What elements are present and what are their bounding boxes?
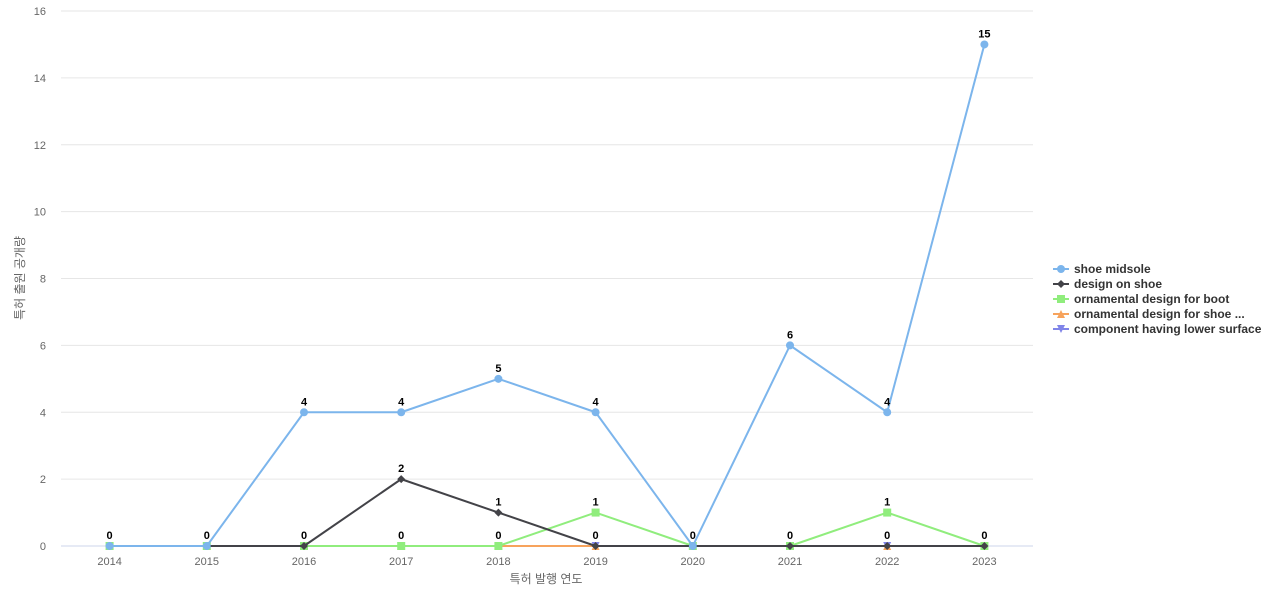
y-tick-label: 6 [40, 340, 46, 352]
data-point [980, 542, 989, 550]
legend-item: component having lower surface [1053, 322, 1262, 336]
y-tick-label: 4 [40, 407, 46, 419]
x-tick-label: 2014 [97, 556, 121, 568]
data-label: 0 [495, 530, 501, 542]
y-tick-label: 8 [40, 274, 46, 286]
data-point [883, 408, 892, 417]
series-shoe-midsole [105, 40, 989, 550]
grid [61, 10, 1033, 547]
data-label: 6 [787, 329, 793, 341]
data-point [202, 542, 211, 550]
data-point [883, 542, 892, 550]
data-point [300, 408, 308, 417]
data-label: 0 [690, 530, 696, 542]
y-tick-label: 16 [34, 6, 46, 18]
data-point [494, 508, 503, 517]
data-point [591, 508, 600, 517]
data-label: 0 [593, 530, 599, 542]
x-tick-label: 2021 [778, 556, 802, 568]
data-label: 0 [204, 530, 210, 542]
legend-marker [1057, 325, 1065, 333]
data-point [494, 374, 503, 383]
y-axis-title: 특허 출원 공개량 [13, 236, 27, 320]
legend-marker [1057, 295, 1065, 303]
data-point [786, 542, 794, 550]
data-label: 0 [301, 530, 307, 542]
data-label: 1 [884, 497, 890, 509]
data-label: 1 [495, 497, 501, 509]
y-tick-label: 10 [34, 207, 46, 219]
x-axis-ticks: 2014 2015 2016 2017 2018 2019 2020 2021 2022 2023 [97, 556, 996, 568]
data-label: 2 [398, 463, 404, 475]
legend-item: ornamental design for shoe ... [1053, 307, 1245, 321]
data-label: 1 [593, 497, 599, 509]
legend-label: ornamental design for boot [1074, 292, 1229, 306]
data-point [397, 475, 406, 484]
y-axis-ticks: 0 2 4 6 8 10 12 14 16 [34, 6, 46, 553]
y-tick-label: 12 [34, 140, 46, 152]
legend-marker [1057, 280, 1065, 288]
data-point [494, 542, 503, 550]
legend-item: shoe midsole [1053, 262, 1151, 276]
data-label: 4 [593, 396, 600, 408]
data-label: 4 [398, 396, 405, 408]
legend-item: ornamental design for boot [1053, 292, 1229, 306]
legend-label: component having lower surface [1074, 322, 1262, 336]
legend-label: design on shoe [1074, 277, 1162, 291]
legend-label: ornamental design for shoe ... [1074, 307, 1245, 321]
legend-label: shoe midsole [1074, 262, 1151, 276]
y-tick-label: 2 [40, 474, 46, 486]
y-tick-label: 14 [34, 73, 46, 85]
data-point [591, 542, 600, 550]
x-tick-label: 2018 [486, 556, 510, 568]
legend-marker [1057, 310, 1065, 318]
series-design-on-shoe [105, 475, 989, 550]
series-group [105, 40, 989, 550]
data-point [300, 542, 308, 550]
data-label: 0 [107, 530, 113, 542]
data-label: 0 [787, 530, 793, 542]
x-tick-label: 2022 [875, 556, 899, 568]
data-point [397, 408, 406, 417]
data-point [591, 408, 600, 417]
x-tick-label: 2020 [681, 556, 705, 568]
x-tick-label: 2016 [292, 556, 316, 568]
series-line [109, 44, 986, 547]
x-axis-title: 특허 발행 연도 [510, 571, 583, 586]
series-line [109, 478, 985, 547]
data-point [397, 542, 406, 550]
data-label: 0 [981, 530, 987, 542]
x-tick-label: 2023 [972, 556, 996, 568]
data-label: 0 [884, 530, 890, 542]
legend-marker [1057, 265, 1065, 273]
x-tick-label: 2017 [389, 556, 413, 568]
legend-item: design on shoe [1053, 277, 1162, 291]
x-tick-label: 2019 [583, 556, 607, 568]
data-point [786, 341, 794, 350]
data-point [980, 40, 989, 49]
data-label: 5 [495, 363, 501, 375]
data-point [105, 542, 114, 550]
data-label: 0 [398, 530, 404, 542]
data-point [688, 542, 697, 550]
y-tick-label: 0 [40, 541, 46, 553]
data-point [883, 508, 892, 517]
x-tick-label: 2015 [195, 556, 219, 568]
data-label: 4 [884, 396, 891, 408]
data-label: 4 [301, 396, 308, 408]
data-label: 15 [978, 28, 990, 40]
